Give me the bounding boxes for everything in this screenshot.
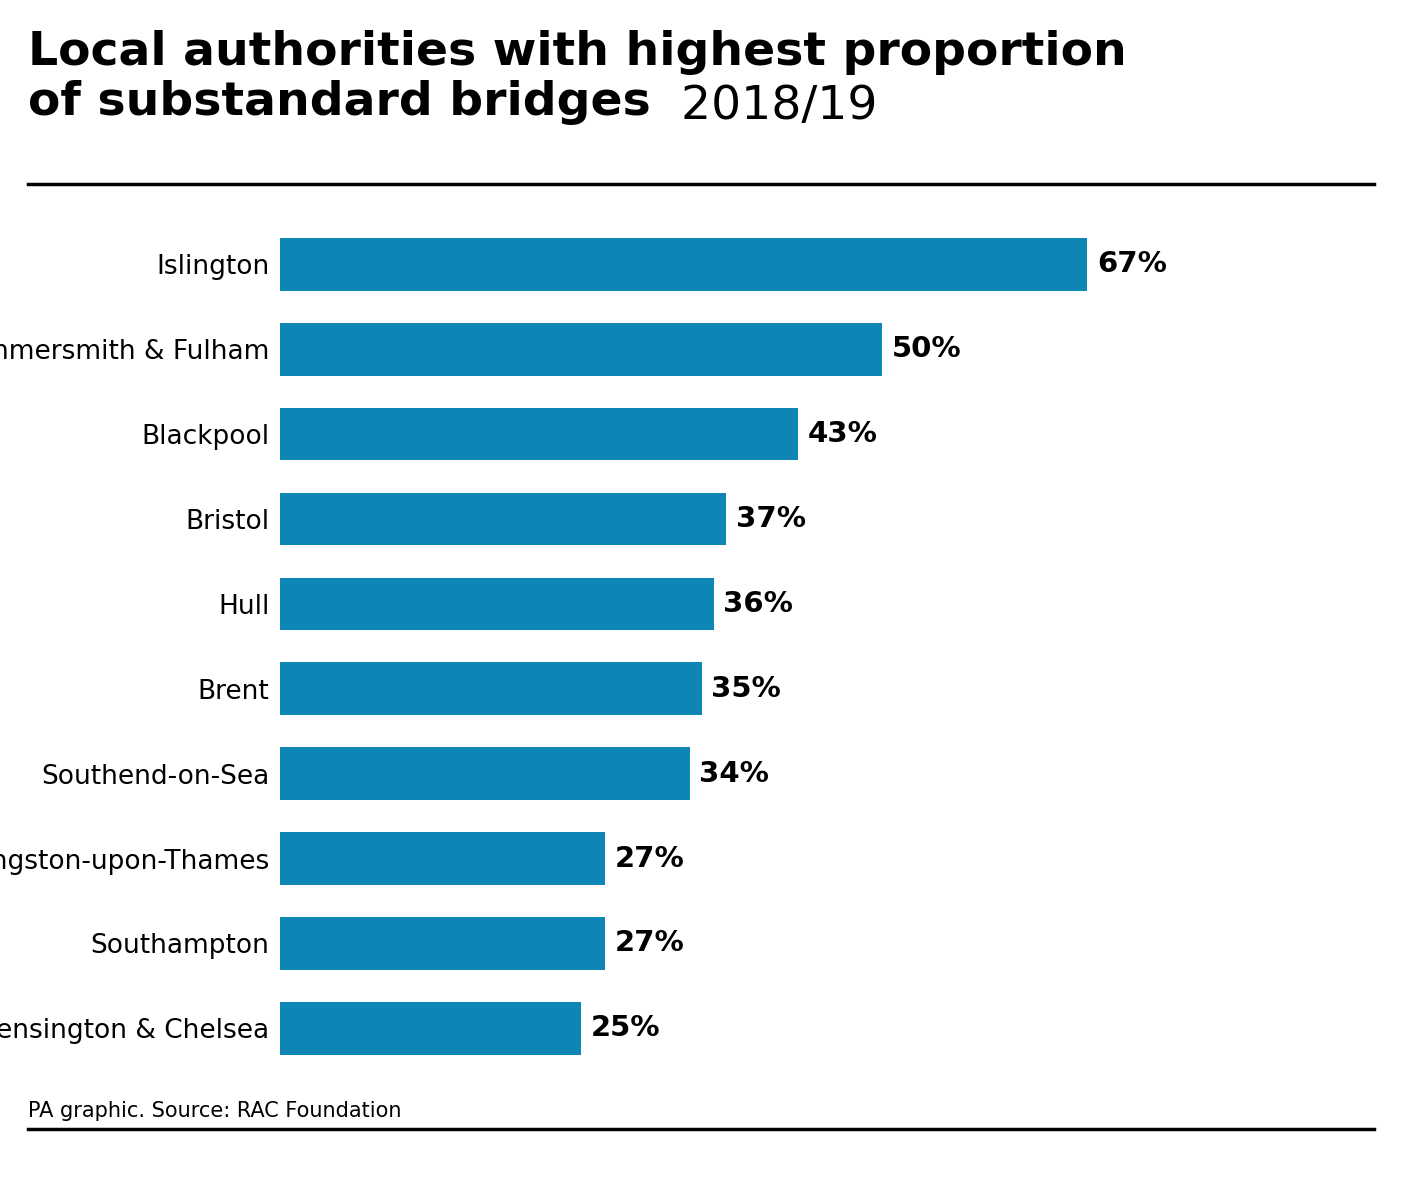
Text: 50%: 50% — [892, 336, 962, 363]
Text: Local authorities with highest proportion
of substandard bridges: Local authorities with highest proportio… — [28, 30, 1127, 125]
Text: 27%: 27% — [615, 844, 686, 873]
Bar — [280, 663, 702, 715]
Bar — [280, 747, 690, 801]
Bar — [280, 408, 798, 460]
Text: 27%: 27% — [615, 930, 686, 957]
Text: 25%: 25% — [592, 1014, 660, 1042]
Text: 35%: 35% — [711, 675, 781, 703]
Bar — [280, 833, 606, 885]
Bar — [280, 917, 606, 970]
Bar — [280, 578, 714, 630]
Bar — [280, 492, 726, 546]
Text: 37%: 37% — [736, 505, 806, 533]
Text: PA graphic. Source: RAC Foundation: PA graphic. Source: RAC Foundation — [28, 1101, 401, 1121]
Text: 43%: 43% — [808, 420, 878, 448]
Text: 36%: 36% — [723, 589, 794, 618]
Bar — [280, 323, 882, 376]
Text: 34%: 34% — [700, 760, 770, 788]
Bar — [280, 1002, 582, 1054]
Bar — [280, 238, 1087, 291]
Text: 67%: 67% — [1096, 250, 1166, 279]
Text: 2018/19: 2018/19 — [666, 84, 878, 129]
